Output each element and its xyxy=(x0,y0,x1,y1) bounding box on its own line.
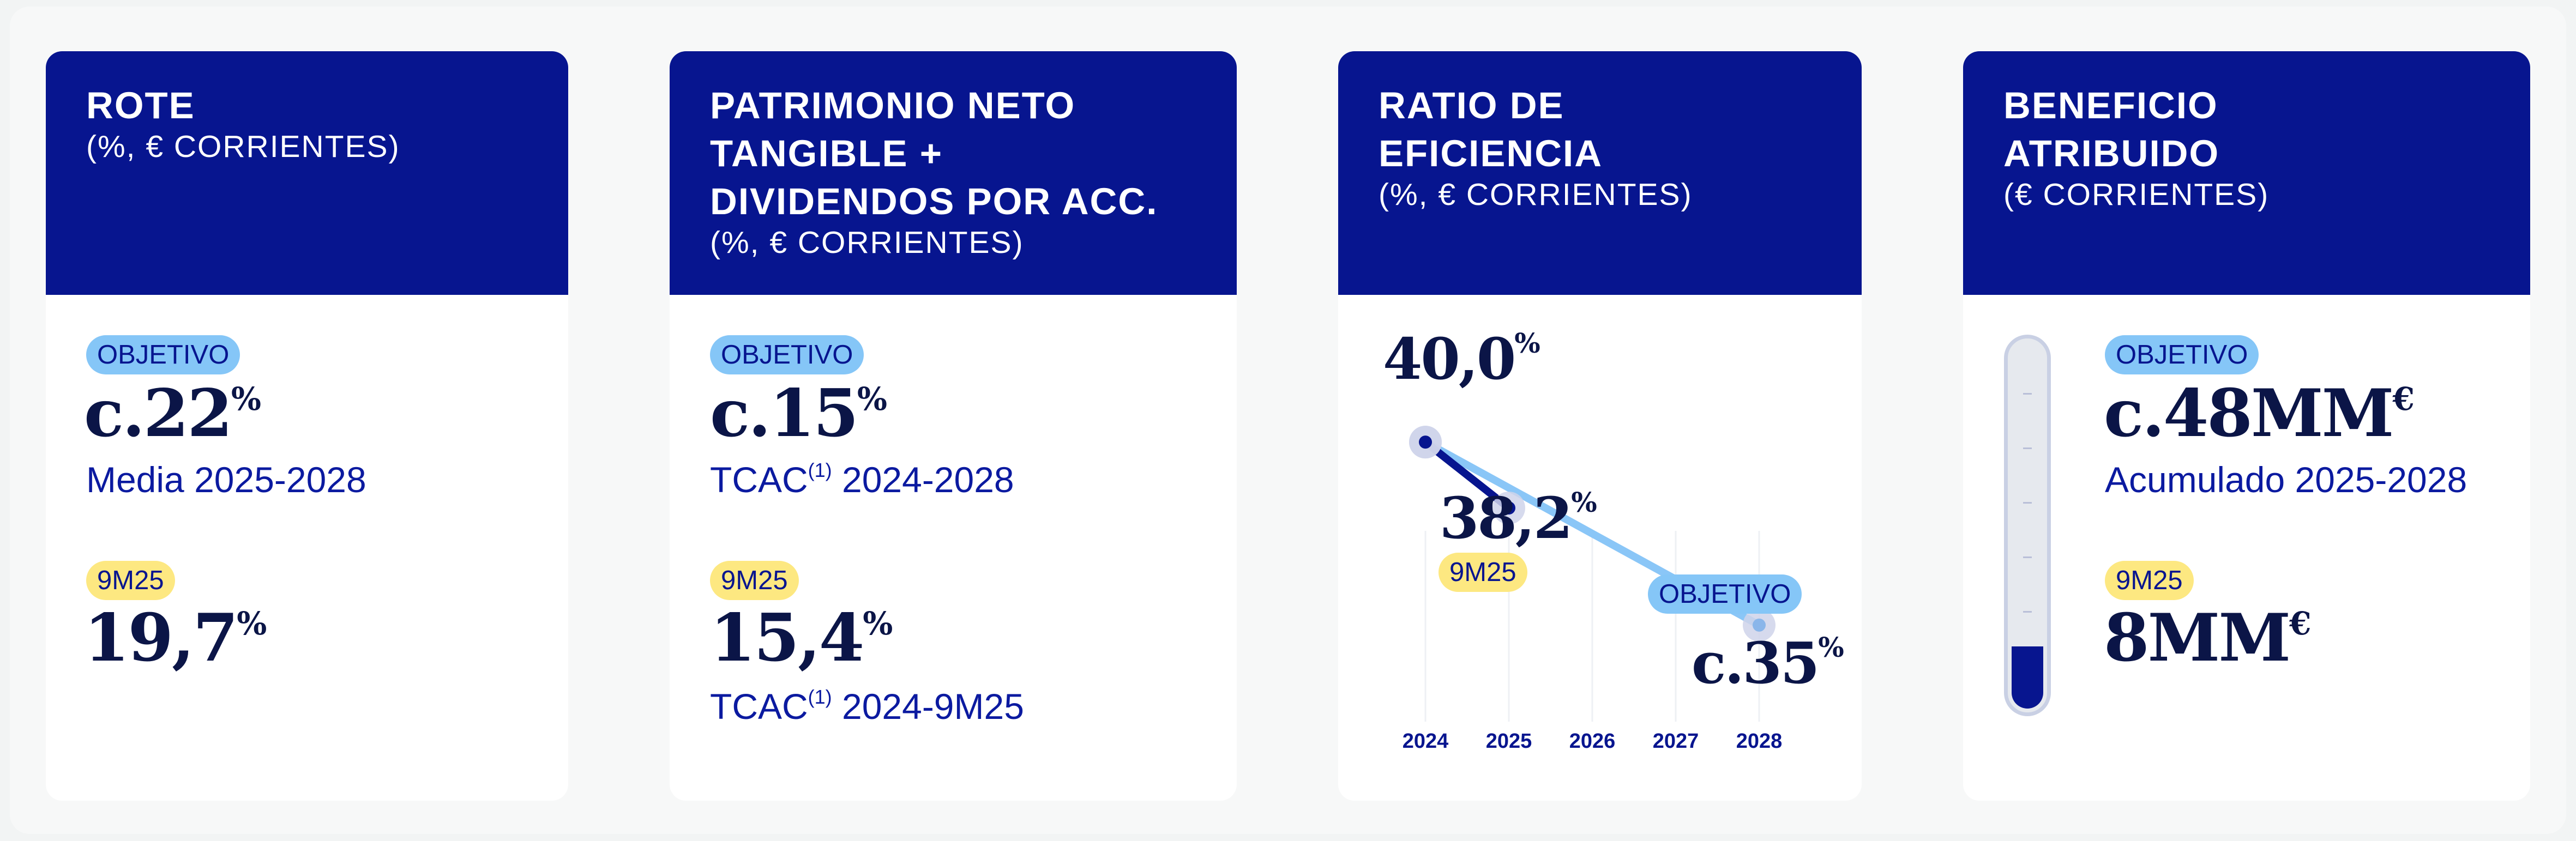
card-title: ROTE xyxy=(86,84,195,126)
objetivo-note: Media 2025-2028 xyxy=(86,459,366,500)
tnav-card-header: PATRIMONIO NETO TANGIBLE + DIVIDENDOS PO… xyxy=(670,51,1237,295)
data-point-real-2025 xyxy=(1502,501,1515,515)
ytd-badge: 9M25 xyxy=(2105,561,2194,600)
card-subtitle: (€ CORRIENTES) xyxy=(2003,177,2270,212)
objetivo-badge: OBJETIVO xyxy=(710,335,864,374)
objetivo-badge: OBJETIVO xyxy=(1648,574,1802,614)
progress-fill xyxy=(2012,646,2043,709)
tnav-card: PATRIMONIO NETO TANGIBLE + DIVIDENDOS PO… xyxy=(670,51,1237,801)
ytd-value-label: 38,2% xyxy=(1440,485,1597,552)
ytd-value: 15,4% xyxy=(710,600,893,676)
card-subtitle: (%, € CORRIENTES) xyxy=(86,129,400,164)
ytd-value: 19,7% xyxy=(84,600,267,676)
card-title: PATRIMONIO NETO TANGIBLE + DIVIDENDOS PO… xyxy=(710,84,1158,222)
x-tick-label: 2025 xyxy=(1486,730,1532,753)
efficiency-card: RATIO DE EFICIENCIA (%, € CORRIENTES) 20… xyxy=(1338,51,1862,801)
objetivo-value: c.22% xyxy=(84,375,261,452)
x-tick-label: 2028 xyxy=(1736,730,1783,753)
net-income-card-header: BENEFICIO ATRIBUIDO (€ CORRIENTES) xyxy=(1963,51,2530,295)
x-tick-label: 2026 xyxy=(1569,730,1616,753)
card-subtitle: (%, € CORRIENTES) xyxy=(1379,177,1693,212)
objetivo-value: c.48MM€ xyxy=(2104,375,2415,452)
start-value-label: 40,0% xyxy=(1383,325,1540,392)
objetivo-badge: OBJETIVO xyxy=(2105,335,2259,374)
progress-thermometer xyxy=(2004,335,2051,716)
efficiency-chart: 2024 2025 2026 2027 2028 xyxy=(1403,426,1783,753)
x-tick-label: 2024 xyxy=(1403,730,1449,753)
objetivo-badge: OBJETIVO xyxy=(86,335,240,374)
objetivo-note: TCAC(1) 2024-2028 xyxy=(710,459,1014,500)
ytd-badge: 9M25 xyxy=(1439,553,1527,592)
rote-card-header: ROTE (%, € CORRIENTES) xyxy=(46,51,568,295)
data-point-objetivo-2028 xyxy=(1753,618,1766,632)
x-tick-label: 2027 xyxy=(1653,730,1699,753)
data-point-real-2024 xyxy=(1419,435,1432,449)
ytd-badge: 9M25 xyxy=(710,561,799,600)
efficiency-card-header: RATIO DE EFICIENCIA (%, € CORRIENTES) xyxy=(1338,51,1862,295)
card-title: RATIO DE EFICIENCIA xyxy=(1379,84,1603,174)
dashboard-frame: ROTE (%, € CORRIENTES) OBJETIVO c.22% Me… xyxy=(10,7,2566,834)
ytd-badge: 9M25 xyxy=(86,561,175,600)
rote-card: ROTE (%, € CORRIENTES) OBJETIVO c.22% Me… xyxy=(46,51,568,801)
card-subtitle: (%, € CORRIENTES) xyxy=(710,225,1024,260)
ytd-note: TCAC(1) 2024-9M25 xyxy=(710,686,1024,727)
objetivo-value: c.15% xyxy=(710,375,887,452)
card-title: BENEFICIO ATRIBUIDO xyxy=(2003,84,2220,174)
net-income-card: BENEFICIO ATRIBUIDO (€ CORRIENTES) OBJET… xyxy=(1963,51,2530,801)
series-line-real xyxy=(1422,438,1513,512)
objetivo-value-label: c.35% xyxy=(1692,630,1844,697)
objetivo-note: Acumulado 2025-2028 xyxy=(2105,459,2467,500)
ytd-value: 8MM€ xyxy=(2104,600,2312,676)
